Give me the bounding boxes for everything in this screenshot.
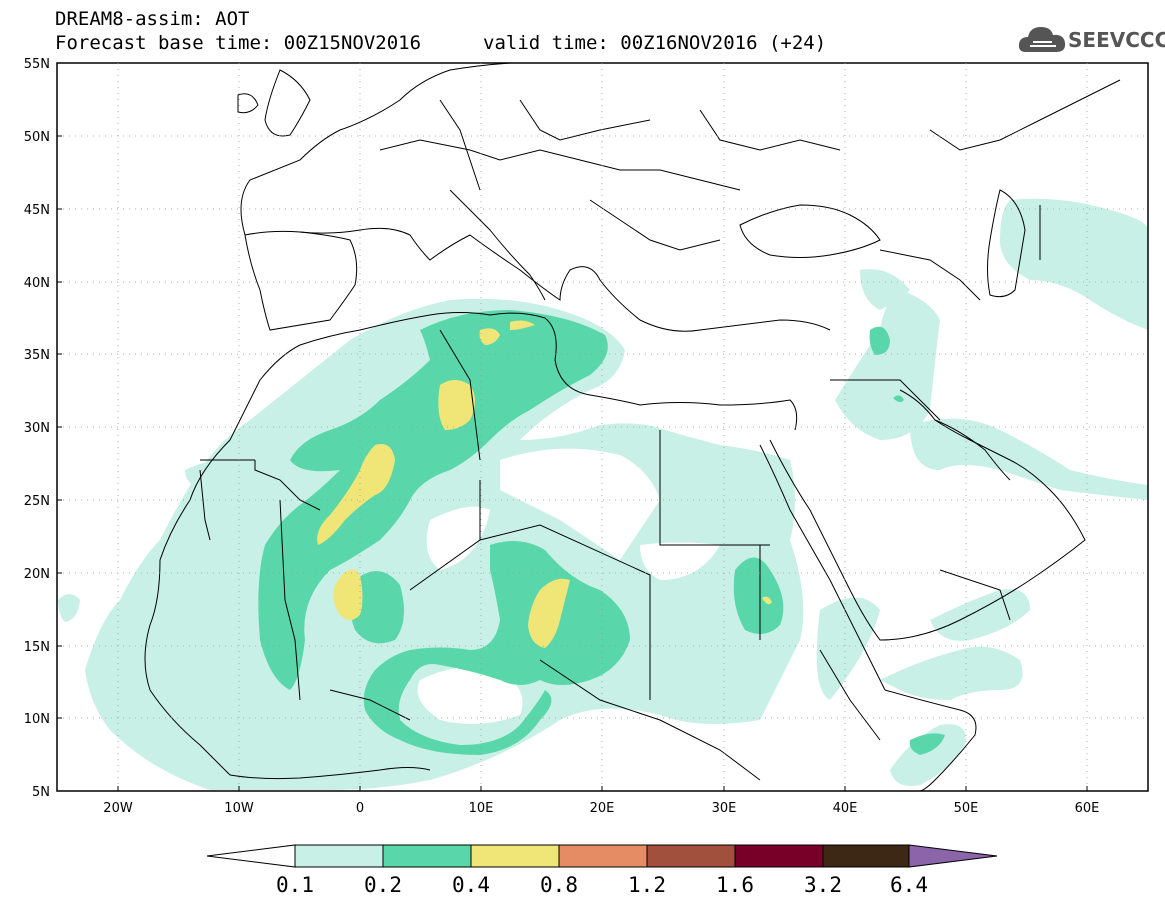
lon-label: 20E [590, 801, 615, 816]
colorbar-swatch [558, 844, 648, 868]
colorbar-label: 0.2 [364, 873, 402, 897]
axis-ticks [57, 62, 1088, 792]
lat-label: 30N [24, 421, 50, 436]
lon-label: 0 [356, 801, 364, 816]
colorbar-swatch [734, 844, 824, 868]
colorbar-label: 1.2 [628, 873, 666, 897]
lon-label: 30E [712, 801, 737, 816]
colorbar-label: 1.6 [716, 873, 754, 897]
latitude-labels: 55N 50N 45N 40N 35N 30N 25N 20N 15N 10N … [24, 57, 50, 800]
colorbar-label: 0.8 [540, 873, 578, 897]
forecast-base-time: Forecast base time: 00Z15NOV2016 [55, 32, 422, 54]
cloud-icon [1018, 27, 1066, 52]
lat-label: 45N [24, 203, 50, 218]
lat-label: 55N [24, 57, 50, 72]
lat-label: 20N [24, 567, 50, 582]
map-gridlines [57, 63, 1148, 791]
lon-label: 10E [469, 801, 494, 816]
colorbar-high-arrow [908, 844, 998, 868]
lon-label: 20W [103, 801, 133, 816]
colorbar-swatch [382, 844, 472, 868]
colorbar-swatch [646, 844, 736, 868]
seevccc-logo: SEEVCCC [1018, 22, 1165, 58]
valid-time: valid time: 00Z16NOV2016 (+24) [483, 32, 827, 54]
colorbar-label: 0.4 [452, 873, 490, 897]
lat-label: 35N [24, 348, 50, 363]
logo-text: SEEVCCC [1068, 28, 1165, 52]
aot-clear-areas [417, 448, 720, 724]
lat-label: 15N [24, 640, 50, 655]
colorbar-swatch [470, 844, 560, 868]
colorbar-low-arrow [206, 844, 296, 868]
colorbar: 0.1 0.2 0.4 0.8 1.2 1.6 3.2 6.4 [206, 844, 998, 897]
lat-label: 5N [32, 785, 50, 800]
lat-label: 50N [24, 130, 50, 145]
lon-label: 40E [833, 801, 858, 816]
title-times: Forecast base time: 00Z15NOV2016 valid ti… [55, 32, 826, 54]
aot-level-0.4 [317, 320, 772, 648]
colorbar-label: 3.2 [804, 873, 842, 897]
lat-label: 40N [24, 276, 50, 291]
colorbar-label: 0.1 [276, 873, 314, 897]
lon-label: 10W [224, 801, 254, 816]
lat-label: 10N [24, 712, 50, 727]
lon-label: 50E [954, 801, 979, 816]
title-model-variable: DREAM8-assim: AOT [55, 8, 250, 30]
lat-label: 25N [24, 494, 50, 509]
coastlines-borders [144, 63, 1121, 791]
longitude-labels: 20W 10W 0 10E 20E 30E 40E 50E 60E [103, 801, 1099, 816]
colorbar-label: 6.4 [890, 873, 928, 897]
lon-label: 60E [1075, 801, 1100, 816]
colorbar-swatch [822, 844, 910, 868]
colorbar-swatch [294, 844, 384, 868]
